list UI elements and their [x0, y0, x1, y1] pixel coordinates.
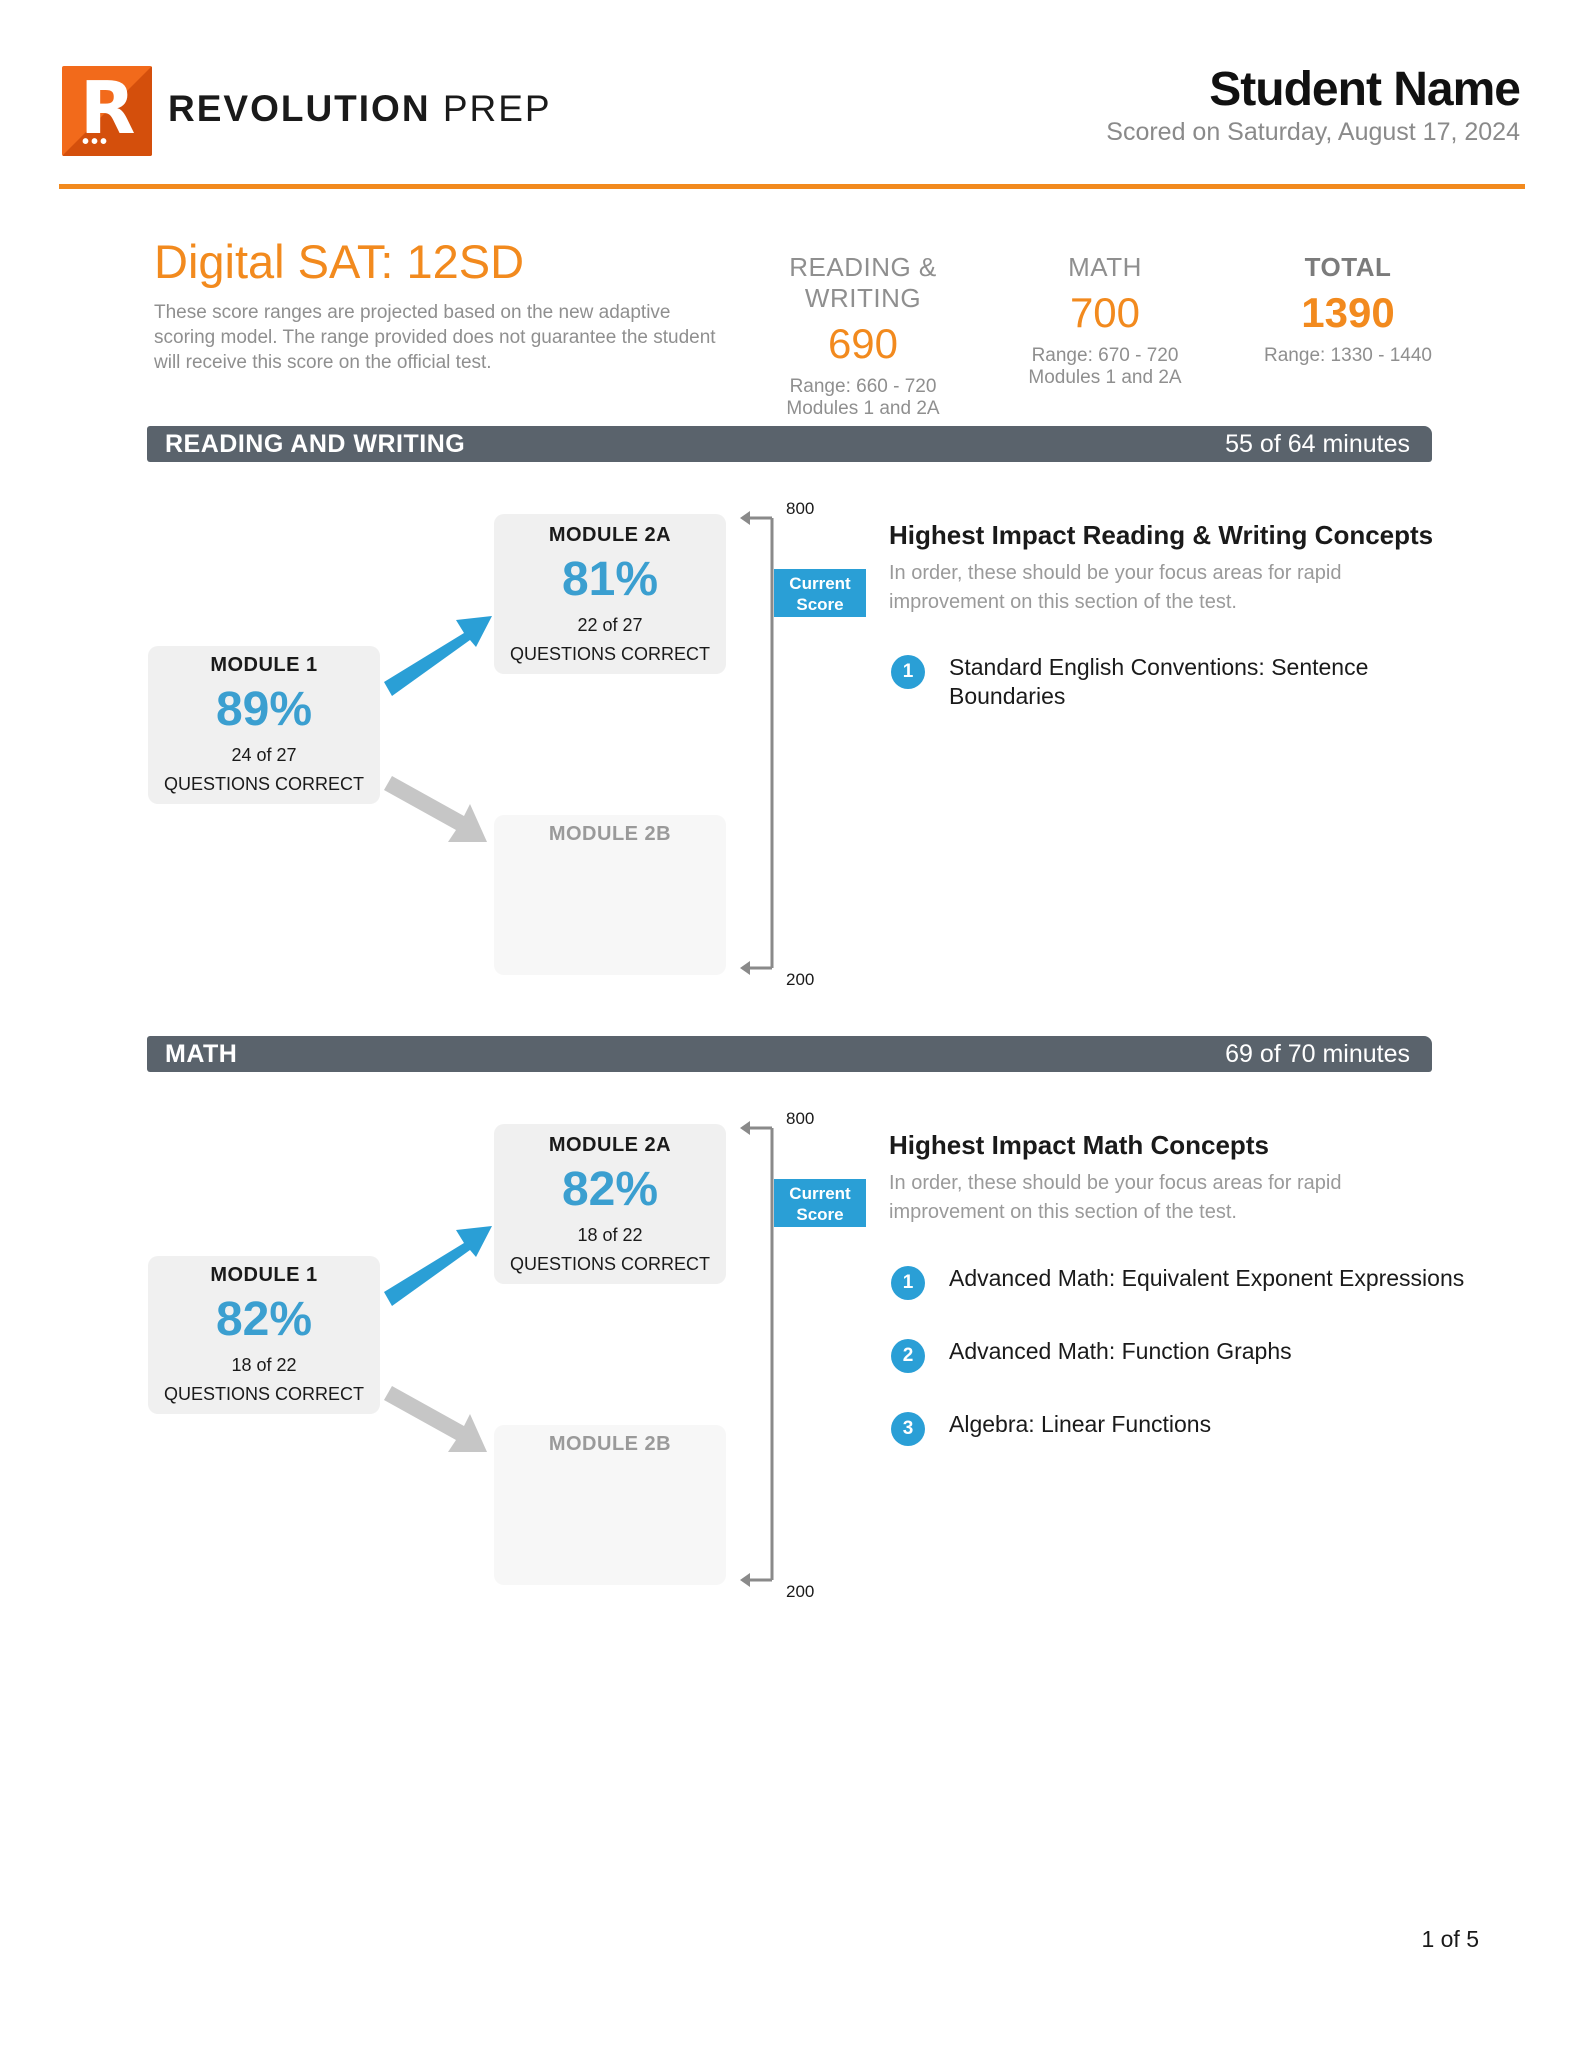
score-range: Range: 670 - 720 — [1031, 345, 1179, 366]
section-title: MATH — [165, 1040, 238, 1068]
arrow-down-icon — [384, 776, 487, 842]
score-label: TOTAL — [1304, 252, 1392, 282]
student-name: Student Name — [1209, 63, 1521, 116]
brand-name-light: PREP — [430, 88, 552, 129]
module-2b-card: MODULE 2B — [494, 815, 726, 975]
module-2a-card: MODULE 2A 82% 18 of 22 QUESTIONS CORRECT — [494, 1124, 726, 1284]
concept-text: Advanced Math: Equivalent Exponent Expre… — [949, 1265, 1465, 1291]
module-arrows-math — [384, 1121, 774, 1587]
scale-bottom-arrow-icon — [740, 1573, 750, 1587]
module-title: MODULE 2B — [548, 823, 672, 845]
module-label: QUESTIONS CORRECT — [163, 1384, 364, 1404]
module-title: MODULE 2A — [548, 524, 672, 546]
arrow-up-icon — [384, 1226, 492, 1306]
module-1-card: MODULE 1 89% 24 of 27 QUESTIONS CORRECT — [148, 646, 380, 804]
concept-number: 1 — [891, 655, 925, 689]
module-title: MODULE 2B — [548, 1433, 672, 1455]
module-arrows-reading-writing — [384, 511, 774, 975]
concepts-subtitle: In order, these should be your focus are… — [889, 1172, 1342, 1223]
module-count: 18 of 22 — [231, 1355, 297, 1375]
score-math: MATH 700 Range: 670 - 720 Modules 1 and … — [975, 252, 1235, 389]
test-title: Digital SAT: 12SD — [154, 235, 525, 288]
scale-top-label: 800 — [786, 499, 815, 518]
score-total: TOTAL 1390 Range: 1330 - 1440 — [1218, 252, 1478, 367]
module-2a-card: MODULE 2A 81% 22 of 27 QUESTIONS CORRECT — [494, 514, 726, 674]
module-label: QUESTIONS CORRECT — [509, 644, 710, 664]
score-value: 690 — [827, 320, 899, 367]
page-number: 1 of 5 — [1421, 1926, 1479, 1952]
score-label: READING & WRITING — [789, 252, 937, 313]
module-count: 22 of 27 — [577, 615, 643, 635]
module-label: QUESTIONS CORRECT — [509, 1254, 710, 1274]
header-divider — [59, 184, 1525, 189]
concept-number: 2 — [891, 1339, 925, 1373]
arrow-down-icon — [384, 1386, 487, 1452]
concept-text: Advanced Math: Function Graphs — [949, 1338, 1292, 1364]
section-time: 55 of 64 minutes — [1225, 430, 1410, 458]
scale-bottom-label: 200 — [786, 970, 815, 989]
module-percent: 82% — [561, 1163, 659, 1216]
current-score-marker: Current Score — [774, 569, 866, 617]
concept-text: Algebra: Linear Functions — [949, 1411, 1212, 1437]
module-title: MODULE 1 — [210, 1264, 318, 1286]
module-label: QUESTIONS CORRECT — [163, 774, 364, 794]
concept-number: 3 — [891, 1412, 925, 1446]
concept-number: 1 — [891, 1266, 925, 1300]
scale-top-arrow-icon — [740, 511, 750, 525]
scored-date: Scored on Saturday, August 17, 2024 — [1106, 118, 1520, 146]
score-value: 1390 — [1301, 289, 1395, 336]
module-title: MODULE 2A — [548, 1134, 672, 1156]
module-count: 18 of 22 — [577, 1225, 643, 1245]
score-range: Range: 1330 - 1440 — [1264, 345, 1432, 366]
scale-top-arrow-icon — [740, 1121, 750, 1135]
module-count: 24 of 27 — [231, 745, 297, 765]
module-1-card: MODULE 1 82% 18 of 22 QUESTIONS CORRECT — [148, 1256, 380, 1414]
scale-bottom-arrow-icon — [740, 961, 750, 975]
brand-name-bold: REVOLUTION — [168, 88, 431, 129]
score-value: 700 — [1069, 289, 1141, 336]
scale-top-label: 800 — [786, 1109, 815, 1128]
section-bar-math: MATH 69 of 70 minutes — [147, 1036, 1432, 1072]
score-label: MATH — [1068, 252, 1142, 282]
module-2b-card: MODULE 2B — [494, 1425, 726, 1585]
brand-name: REVOLUTION PREP — [168, 88, 552, 130]
module-percent: 82% — [215, 1293, 313, 1346]
score-disclaimer: These score ranges are projected based o… — [154, 302, 716, 373]
module-percent: 89% — [215, 683, 313, 736]
score-reading-writing: READING & WRITING 690 Range: 660 - 720 M… — [733, 252, 993, 420]
arrow-up-icon — [384, 616, 492, 696]
concepts-subtitle: In order, these should be your focus are… — [889, 562, 1342, 613]
concepts-title: Highest Impact Math Concepts — [889, 1130, 1269, 1160]
current-score-marker: Current Score — [774, 1179, 866, 1227]
section-title: READING AND WRITING — [165, 430, 466, 458]
concept-text: Standard English Conventions: Sentence B… — [949, 654, 1369, 709]
logo-letter: R — [80, 66, 136, 150]
section-time: 69 of 70 minutes — [1225, 1040, 1410, 1068]
score-modules: Modules 1 and 2A — [1028, 367, 1182, 388]
section-bar-reading-writing: READING AND WRITING 55 of 64 minutes — [147, 426, 1432, 462]
score-range: Range: 660 - 720 — [789, 376, 937, 397]
module-percent: 81% — [561, 553, 659, 606]
score-modules: Modules 1 and 2A — [786, 398, 940, 419]
concepts-title: Highest Impact Reading & Writing Concept… — [889, 520, 1434, 550]
module-title: MODULE 1 — [210, 654, 318, 676]
brand-logo: R ••• — [62, 66, 152, 156]
scale-bottom-label: 200 — [786, 1582, 815, 1601]
logo-dots: ••• — [82, 131, 110, 153]
